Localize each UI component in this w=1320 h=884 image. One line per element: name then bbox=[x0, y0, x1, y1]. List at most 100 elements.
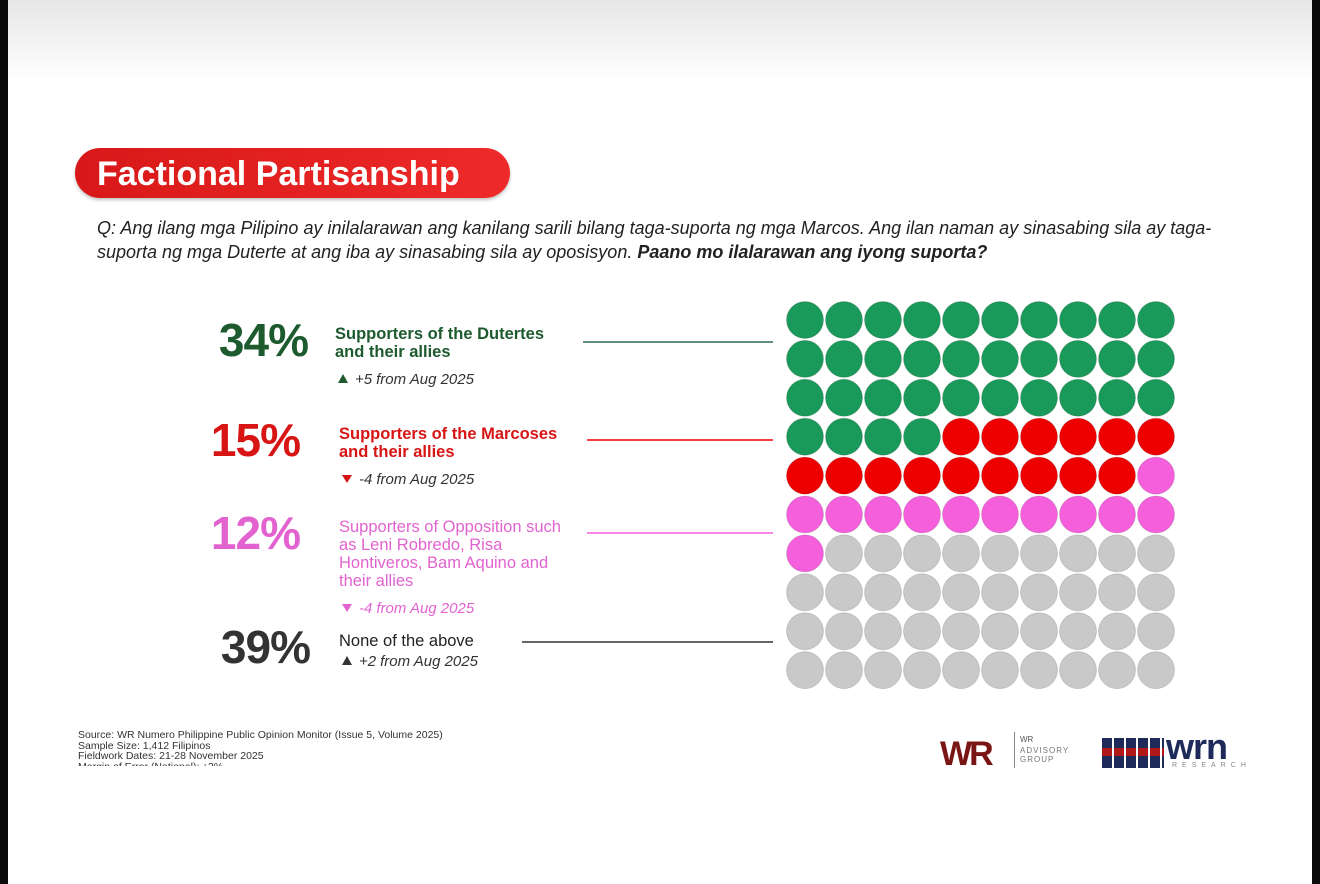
value-label: 34% bbox=[218, 314, 309, 366]
waffle-cell bbox=[1137, 417, 1175, 456]
waffle-cell bbox=[1098, 456, 1136, 495]
footer: Source: WR Numero Philippine Public Opin… bbox=[78, 730, 443, 766]
waffle-cell bbox=[942, 612, 980, 651]
waffle-cell bbox=[1137, 534, 1175, 573]
waffle-cell bbox=[1059, 417, 1097, 456]
category-label: None of the above bbox=[339, 632, 474, 650]
change-arrow bbox=[338, 374, 348, 383]
waffle-cell bbox=[864, 417, 902, 456]
waffle-cell bbox=[1020, 534, 1058, 573]
waffle-cell bbox=[981, 339, 1019, 378]
waffle-cell bbox=[786, 495, 824, 534]
waffle-cell bbox=[786, 534, 824, 573]
change-label: +5 bbox=[355, 371, 373, 388]
waffle-cell bbox=[903, 612, 941, 651]
waffle-cell bbox=[786, 612, 824, 651]
footer-line: Margin of Error (National): ±3% bbox=[78, 761, 443, 766]
waffle-cell bbox=[903, 339, 941, 378]
waffle-cell bbox=[942, 417, 980, 456]
change-label: +2 bbox=[359, 653, 377, 670]
waffle-cell bbox=[1098, 495, 1136, 534]
waffle-cell bbox=[942, 651, 980, 690]
waffle-cell bbox=[1059, 378, 1097, 417]
waffle-cell bbox=[1059, 534, 1097, 573]
waffle-cell bbox=[1137, 339, 1175, 378]
waffle-cell bbox=[1137, 301, 1175, 339]
change-suffix: from Aug 2025 bbox=[380, 653, 478, 670]
waffle-cell bbox=[786, 573, 824, 612]
value-label: 39% bbox=[220, 621, 311, 673]
waffle-cell bbox=[1098, 612, 1136, 651]
waffle-cell bbox=[1059, 339, 1097, 378]
waffle-cell bbox=[1098, 651, 1136, 690]
waffle-cell bbox=[981, 651, 1019, 690]
change-arrow bbox=[342, 475, 352, 483]
waffle-cell bbox=[903, 378, 941, 417]
change-label: -4 bbox=[359, 471, 373, 488]
change: -4 from Aug 2025 bbox=[342, 600, 474, 617]
waffle-cell bbox=[981, 495, 1019, 534]
waffle-cell bbox=[1059, 495, 1097, 534]
waffle-cell bbox=[981, 573, 1019, 612]
category-label: Supporters of the Dutertes and their all… bbox=[335, 325, 545, 361]
waffle-cell bbox=[864, 651, 902, 690]
waffle-cell bbox=[903, 301, 941, 339]
waffle-cell bbox=[1020, 573, 1058, 612]
waffle-cell bbox=[864, 573, 902, 612]
waffle-cell bbox=[825, 417, 863, 456]
waffle-cell bbox=[903, 456, 941, 495]
category-label: Supporters of the Marcoses and their all… bbox=[339, 425, 558, 461]
waffle-cell bbox=[1059, 612, 1097, 651]
wr-top: WR bbox=[1020, 735, 1034, 744]
waffle-cell bbox=[825, 534, 863, 573]
footer-line: Fieldwork Dates: 21-28 November 2025 bbox=[78, 750, 264, 762]
waffle-cell bbox=[1098, 534, 1136, 573]
wrn-logo: wrn bbox=[1166, 726, 1228, 767]
waffle-cell bbox=[981, 456, 1019, 495]
waffle-cell bbox=[786, 301, 824, 339]
waffle-cell bbox=[786, 651, 824, 690]
waffle-cell bbox=[1020, 378, 1058, 417]
waffle-cell bbox=[903, 651, 941, 690]
change: -4 from Aug 2025 bbox=[342, 471, 474, 488]
waffle-cell bbox=[1059, 301, 1097, 339]
waffle-cell bbox=[1020, 651, 1058, 690]
footer-line: Sample Size: 1,412 Filipinos bbox=[78, 739, 211, 752]
waffle-cell bbox=[942, 573, 980, 612]
waffle-cell bbox=[786, 417, 824, 456]
waffle-cell bbox=[864, 456, 902, 495]
waffle-cell bbox=[903, 573, 941, 612]
waffle-cell bbox=[942, 301, 980, 339]
waffle-cell bbox=[786, 339, 824, 378]
waffle-cell bbox=[981, 612, 1019, 651]
change-label: -4 bbox=[359, 600, 373, 617]
change-suffix: from Aug 2025 bbox=[376, 600, 475, 617]
waffle-cell bbox=[864, 378, 902, 417]
value-label: 12% bbox=[210, 507, 301, 559]
waffle-cell bbox=[825, 573, 863, 612]
waffle-cell bbox=[1020, 301, 1058, 339]
value-label: 15% bbox=[210, 414, 301, 466]
waffle-cell bbox=[1059, 651, 1097, 690]
waffle-cell bbox=[1137, 378, 1175, 417]
waffle-cell bbox=[1137, 573, 1175, 612]
waffle-cell bbox=[864, 612, 902, 651]
wrn-sub: RESEARCH bbox=[1172, 762, 1251, 769]
waffle-cell bbox=[1137, 651, 1175, 690]
waffle-cell bbox=[1098, 378, 1136, 417]
waffle-cell bbox=[786, 378, 824, 417]
question: Q: Ang ilang mga Pilipino ay inilalarawa… bbox=[97, 216, 1257, 264]
waffle-cell bbox=[825, 339, 863, 378]
change: +2 from Aug 2025 bbox=[342, 653, 478, 670]
waffle-cell bbox=[1137, 612, 1175, 651]
waffle-cell bbox=[903, 534, 941, 573]
waffle-cell bbox=[942, 534, 980, 573]
waffle-cell bbox=[864, 301, 902, 339]
change-arrow bbox=[342, 656, 352, 665]
waffle-cell bbox=[903, 495, 941, 534]
waffle-cell bbox=[1020, 495, 1058, 534]
waffle-cell bbox=[981, 301, 1019, 339]
edge bbox=[1312, 0, 1320, 884]
